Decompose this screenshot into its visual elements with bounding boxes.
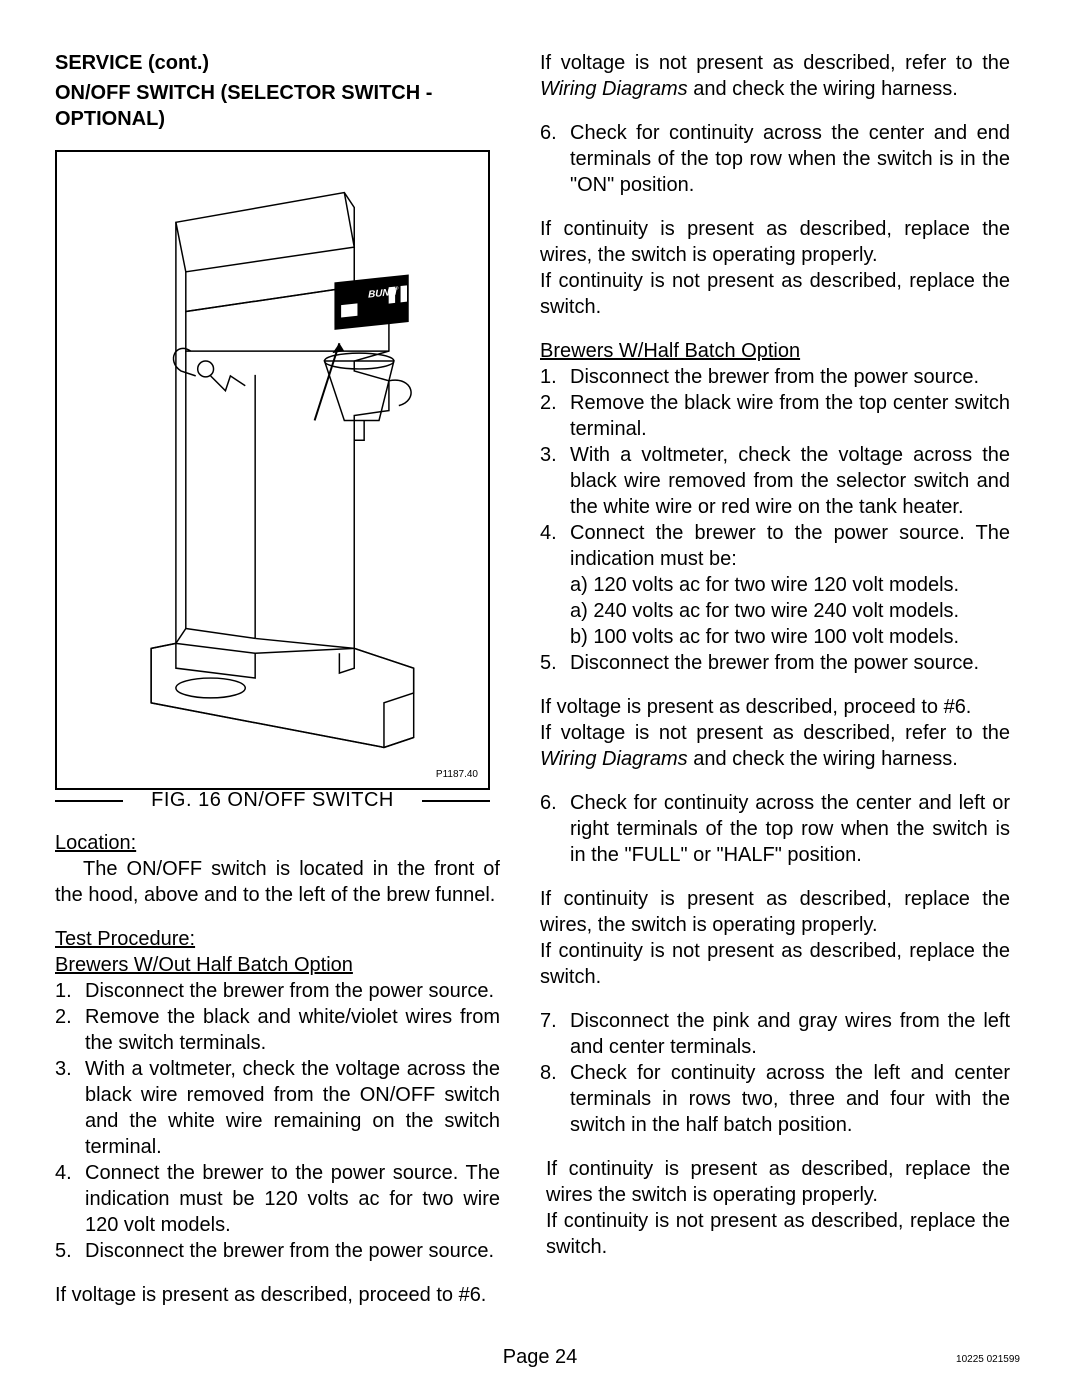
doc-id: 10225 021599 [956, 1354, 1020, 1365]
voltage-bad: If voltage is not present as described, … [540, 720, 1010, 772]
half-steps: 1.Disconnect the brewer from the power s… [540, 364, 1010, 572]
right-column: If voltage is not present as described, … [540, 50, 1010, 1308]
switch-heading: ON/OFF SWITCH (SELECTOR SWITCH - OPTIONA… [55, 80, 500, 132]
location-text: The ON/OFF switch is located in the fron… [55, 856, 500, 908]
figure-box: BUNN ® [55, 150, 490, 790]
figure-meta: P1187.40 [436, 769, 478, 780]
continuity-ok: If continuity is present as described, r… [540, 216, 1010, 268]
continuity-ok-2: If continuity is present as described, r… [540, 886, 1010, 938]
left-after: If voltage is present as described, proc… [55, 1282, 500, 1308]
voltage-ok: If voltage is present as described, proc… [540, 694, 1010, 720]
brewer-diagram: BUNN ® [57, 152, 488, 788]
continuity-bad-2: If continuity is not present as describe… [540, 938, 1010, 990]
half-batch-heading: Brewers W/Half Batch Option [540, 338, 1010, 364]
intro-text: If voltage is not present as described, … [540, 50, 1010, 102]
left-column: SERVICE (cont.) ON/OFF SWITCH (SELECTOR … [55, 50, 500, 1308]
continuity-ok-3: If continuity is present as described, r… [540, 1156, 1010, 1208]
brewers-wo-heading: Brewers W/Out Half Batch Option [55, 952, 500, 978]
service-heading: SERVICE (cont.) [55, 50, 500, 76]
continuity-bad: If continuity is not present as describe… [540, 268, 1010, 320]
page-number: Page 24 [0, 1346, 1080, 1369]
location-heading: Location: [55, 830, 500, 856]
test-procedure-heading: Test Procedure: [55, 926, 500, 952]
left-steps: 1.Disconnect the brewer from the power s… [55, 978, 500, 1264]
figure-caption: FIG. 16 ON/OFF SWITCH [133, 789, 412, 812]
continuity-bad-3: If continuity is not present as describe… [540, 1208, 1010, 1260]
